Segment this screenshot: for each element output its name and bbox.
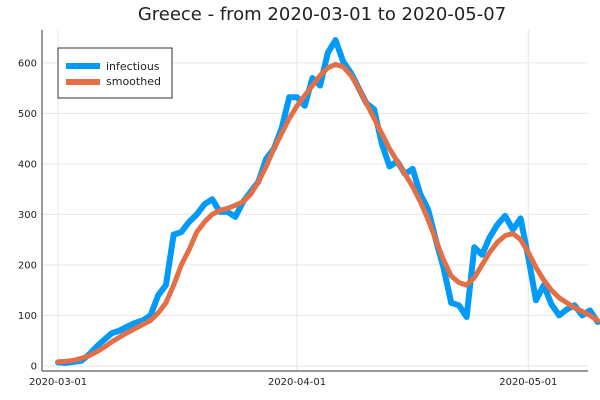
- y-tick-label: 400: [18, 159, 37, 170]
- y-tick-label: 300: [18, 210, 37, 221]
- x-tick-labels: 2020-03-01 2020-04-01 2020-05-01: [29, 377, 557, 388]
- y-tick-label: 100: [18, 311, 37, 322]
- x-tick-label: 2020-05-01: [499, 377, 557, 388]
- series-layer: [55, 37, 600, 366]
- series-line-smoothed: [55, 61, 600, 365]
- y-tick-label: 200: [18, 260, 37, 271]
- x-tick-label: 2020-04-01: [268, 377, 326, 388]
- y-tick-label: 500: [18, 109, 37, 120]
- legend-label-smoothed: smoothed: [106, 75, 161, 88]
- legend: infectious smoothed: [57, 47, 173, 99]
- chart-title: Greece - from 2020-03-01 to 2020-05-07: [138, 4, 506, 25]
- legend-box: [57, 47, 173, 99]
- y-tick-labels: 0 100 200 300 400 500 600: [18, 58, 37, 372]
- y-tick-label: 0: [31, 361, 37, 372]
- series-line-infectious: [55, 37, 600, 366]
- x-tick-label: 2020-03-01: [29, 377, 87, 388]
- legend-label-infectious: infectious: [106, 60, 160, 73]
- y-tick-label: 600: [18, 58, 37, 69]
